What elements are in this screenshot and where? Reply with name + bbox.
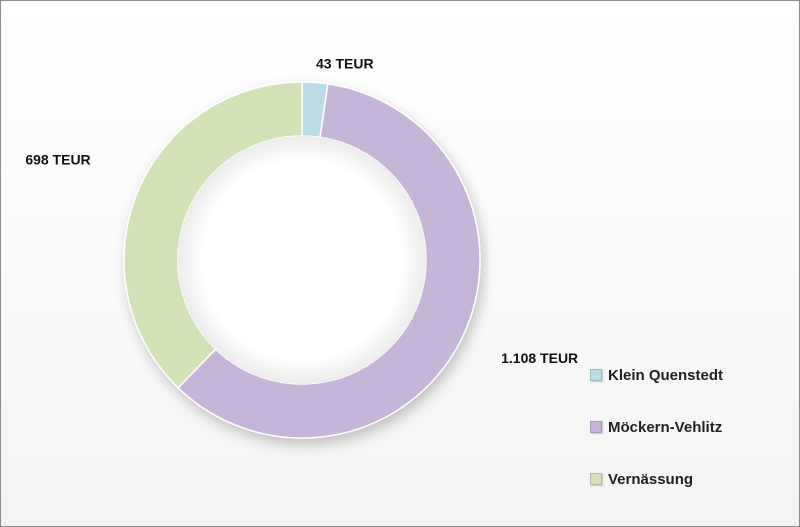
- donut-hole: [178, 136, 426, 384]
- legend-item-vernaessung[interactable]: Vernässung: [590, 468, 723, 490]
- legend-item-klein-quenstedt[interactable]: Klein Quenstedt: [590, 364, 723, 386]
- legend-label: Möckern-Vehlitz: [608, 418, 723, 436]
- slice-label-klein-quenstedt: 43 TEUR: [316, 56, 374, 72]
- legend-swatch: [590, 421, 602, 433]
- slice-label-moeckern-vehlitz: 1.108 TEUR: [501, 350, 578, 366]
- legend-item-moeckern-vehlitz[interactable]: Möckern-Vehlitz: [590, 416, 723, 438]
- legend-swatch: [590, 473, 602, 485]
- legend: Klein Quenstedt Möckern-Vehlitz Vernässu…: [590, 364, 723, 520]
- slice-label-vernaessung: 698 TEUR: [25, 151, 90, 167]
- legend-label: Vernässung: [608, 470, 694, 488]
- legend-label: Klein Quenstedt: [608, 366, 724, 384]
- legend-swatch: [590, 369, 602, 381]
